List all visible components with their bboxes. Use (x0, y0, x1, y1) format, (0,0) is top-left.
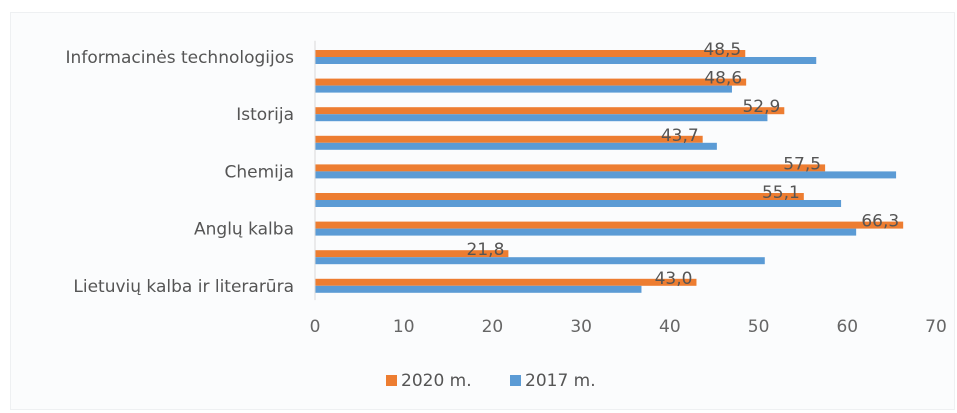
category-label: Informacinės technologijos (66, 48, 295, 68)
bar-2017 (315, 57, 817, 64)
data-label-2020: 43,0 (655, 269, 693, 289)
data-label-2020: 48,5 (703, 40, 741, 60)
bar-2017 (315, 228, 857, 236)
x-tick-label: 0 (310, 317, 321, 337)
bar-2020 (315, 193, 804, 200)
bar-2017 (315, 171, 897, 179)
legend-swatch (386, 375, 397, 386)
data-label-2020: 55,1 (762, 183, 800, 203)
x-tick-label: 50 (748, 317, 770, 337)
bar-2020 (315, 278, 697, 286)
category-label: Istorija (236, 105, 294, 125)
bar-2017 (315, 200, 842, 207)
category-label: Lietuvių kalba ir literarūra (73, 277, 294, 297)
legend-label: 2017 m. (525, 371, 596, 391)
x-tick-label: 10 (393, 317, 415, 337)
bar-2017 (315, 114, 768, 122)
data-label-2020: 66,3 (861, 212, 899, 232)
data-label-2020: 43,7 (661, 126, 699, 146)
bar-2020 (315, 250, 509, 258)
bar-2020 (315, 164, 826, 172)
bar-2020 (315, 221, 904, 229)
legend-label: 2020 m. (401, 371, 472, 391)
x-tick-label: 60 (836, 317, 858, 337)
chart-frame (10, 12, 955, 410)
x-tick-label: 30 (570, 317, 592, 337)
bar-2020 (315, 78, 747, 86)
data-label-2020: 48,6 (704, 69, 742, 89)
bar-2017 (315, 285, 642, 293)
category-label: Chemija (224, 162, 294, 182)
category-label: Anglų kalba (194, 220, 294, 240)
bar-2017 (315, 257, 765, 265)
bar-2017 (315, 142, 717, 150)
legend-swatch (510, 375, 521, 386)
data-label-2020: 52,9 (742, 97, 780, 117)
data-label-2020: 57,5 (783, 154, 821, 174)
bar-2017 (315, 85, 732, 93)
bar-2020 (315, 107, 785, 115)
x-tick-label: 70 (925, 317, 947, 337)
bar-2020 (315, 135, 703, 143)
data-label-2020: 21,8 (467, 240, 505, 260)
bar-2020 (315, 50, 746, 57)
x-tick-label: 40 (659, 317, 681, 337)
x-tick-label: 20 (482, 317, 504, 337)
